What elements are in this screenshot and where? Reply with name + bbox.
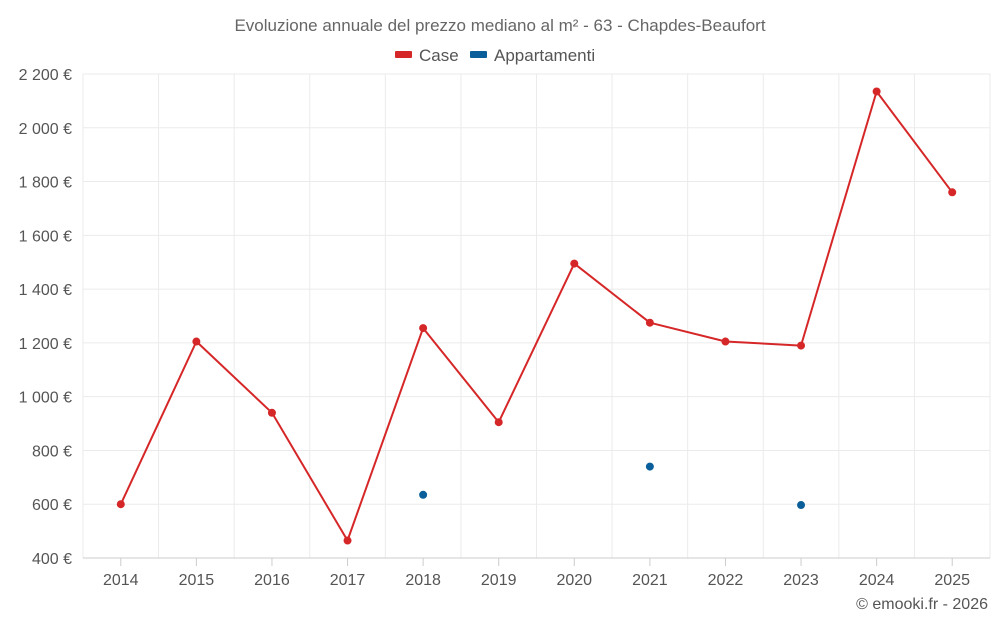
legend-swatch-appartamenti xyxy=(470,51,487,58)
y-tick-label-1000: 1 000 € xyxy=(19,390,72,407)
y-tick-label-800: 800 € xyxy=(32,443,72,460)
point-case-2021 xyxy=(645,318,654,327)
y-axis: 400 € 600 € 800 € 1 000 € 1 200 € 1 400 € 1 60… xyxy=(19,67,72,568)
y-tick-label-1200: 1 200 € xyxy=(19,336,72,353)
point-case-2018 xyxy=(419,324,428,333)
x-tick-label-2017: 2017 xyxy=(330,572,366,589)
x-tick-label-2018: 2018 xyxy=(405,572,441,589)
y-tick-label-2000: 2 000 € xyxy=(19,121,72,138)
legend-item-appartamenti[interactable]: Appartamenti xyxy=(470,46,595,65)
legend-label-appartamenti: Appartamenti xyxy=(494,46,595,65)
legend-label-case: Case xyxy=(419,46,459,65)
point-case-2025 xyxy=(948,188,957,197)
legend[interactable]: Case Appartamenti xyxy=(395,46,595,65)
y-tick-label-1600: 1 600 € xyxy=(19,228,72,245)
point-case-2017 xyxy=(343,536,352,545)
point-case-2022 xyxy=(721,337,730,346)
point-appartamenti-2018 xyxy=(419,490,428,499)
y-tick-label-1400: 1 400 € xyxy=(19,282,72,299)
x-tick-label-2021: 2021 xyxy=(632,572,668,589)
x-axis: 2014 2015 2016 2017 2018 2019 2020 2021 2022 2023… xyxy=(83,557,990,589)
y-tick-label-2200: 2 200 € xyxy=(19,67,72,84)
y-tick-label-400: 400 € xyxy=(32,551,72,568)
grid xyxy=(82,73,991,558)
point-case-2023 xyxy=(797,341,806,350)
legend-item-case[interactable]: Case xyxy=(395,46,459,65)
x-tick-label-2016: 2016 xyxy=(254,572,290,589)
point-case-2015 xyxy=(192,337,201,346)
series-appartamenti xyxy=(419,462,806,510)
y-tick-label-1800: 1 800 € xyxy=(19,175,72,192)
chart-title: Evoluzione annuale del prezzo mediano al… xyxy=(234,16,765,35)
point-case-2024 xyxy=(872,87,881,96)
x-tick-label-2020: 2020 xyxy=(556,572,592,589)
point-appartamenti-2023 xyxy=(797,501,806,510)
x-tick-label-2024: 2024 xyxy=(859,572,895,589)
point-case-2016 xyxy=(267,408,276,417)
point-case-2020 xyxy=(570,259,579,268)
y-tick-label-600: 600 € xyxy=(32,497,72,514)
legend-swatch-case xyxy=(395,51,412,58)
x-tick-label-2015: 2015 xyxy=(179,572,215,589)
credit-text: © emooki.fr - 2026 xyxy=(856,596,988,613)
x-tick-label-2023: 2023 xyxy=(783,572,819,589)
series-case xyxy=(116,87,957,545)
x-tick-label-2019: 2019 xyxy=(481,572,517,589)
point-case-2014 xyxy=(116,500,125,509)
point-case-2019 xyxy=(494,418,503,427)
x-tick-label-2014: 2014 xyxy=(103,572,139,589)
series-layer xyxy=(116,87,957,545)
x-tick-label-2022: 2022 xyxy=(708,572,744,589)
x-tick-label-2025: 2025 xyxy=(934,572,970,589)
point-appartamenti-2021 xyxy=(645,462,654,471)
series-line-case xyxy=(119,90,954,542)
